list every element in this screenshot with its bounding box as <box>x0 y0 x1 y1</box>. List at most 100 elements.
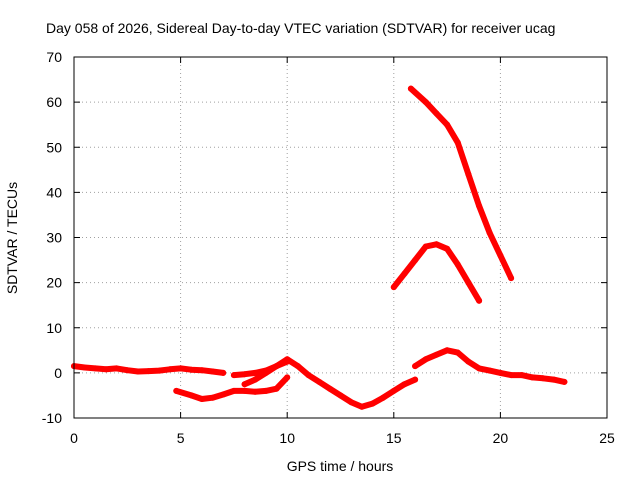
data-point <box>262 387 269 394</box>
data-point <box>422 356 429 363</box>
data-point <box>465 171 472 178</box>
data-point <box>113 365 120 372</box>
series-track-mid-7-15h <box>230 356 419 410</box>
y-tick-label: -10 <box>42 410 62 426</box>
x-tick-label: 20 <box>493 430 509 446</box>
y-tick-label: 40 <box>46 184 62 200</box>
data-point <box>508 275 515 282</box>
data-point <box>166 366 173 373</box>
data-point <box>145 368 152 375</box>
data-point <box>486 230 493 236</box>
data-point <box>380 394 387 401</box>
data-point <box>390 387 397 394</box>
x-tick-label: 0 <box>70 430 78 446</box>
data-point <box>444 245 451 252</box>
data-point <box>444 121 451 128</box>
data-point <box>124 367 131 374</box>
y-tick-label: 20 <box>46 275 62 291</box>
data-point <box>284 358 291 365</box>
y-axis-title: SDTVAR / TECUs <box>4 182 20 294</box>
data-point <box>454 261 461 268</box>
data-point <box>407 85 414 92</box>
data-point <box>241 381 248 388</box>
data-point <box>412 376 419 383</box>
data-point <box>369 400 376 407</box>
data-point <box>497 252 504 259</box>
y-tick-label: 50 <box>46 139 62 155</box>
data-point <box>294 363 301 370</box>
y-tick-label: 10 <box>46 320 62 336</box>
data-point <box>561 378 568 385</box>
data-point <box>454 139 461 146</box>
data-point <box>497 369 504 376</box>
data-point <box>252 388 259 395</box>
data-point <box>412 363 419 370</box>
series-track-steep-16-20h <box>407 85 515 282</box>
data-point <box>316 378 323 385</box>
data-point <box>198 367 205 374</box>
x-tick-label: 15 <box>386 430 402 446</box>
data-point <box>433 241 440 248</box>
data-point <box>476 365 483 372</box>
data-point <box>465 279 472 286</box>
data-point <box>358 403 365 410</box>
data-point <box>422 243 429 250</box>
y-tick-label: 0 <box>54 365 62 381</box>
data-point <box>401 270 408 277</box>
y-tick-label: 70 <box>46 49 62 65</box>
series-group <box>71 85 568 410</box>
data-point <box>476 297 483 304</box>
data-point <box>518 372 525 379</box>
y-tick-label: 30 <box>46 230 62 246</box>
data-point <box>209 394 216 401</box>
plot-frame <box>73 56 608 419</box>
data-point <box>188 392 195 399</box>
data-point <box>508 372 515 379</box>
data-point <box>337 392 344 399</box>
data-point <box>540 375 546 382</box>
data-point <box>198 396 205 402</box>
data-point <box>103 366 109 373</box>
data-point <box>401 381 408 388</box>
data-point <box>173 387 180 394</box>
data-point <box>252 369 259 376</box>
data-point <box>422 99 429 106</box>
data-point <box>188 366 195 373</box>
data-point <box>92 365 99 372</box>
data-point <box>465 358 472 365</box>
x-tick-label: 25 <box>599 430 615 446</box>
data-point <box>412 257 419 264</box>
x-tick-label: 10 <box>279 430 295 446</box>
data-point <box>273 385 280 392</box>
data-point <box>241 371 248 378</box>
data-point <box>454 349 461 356</box>
data-point <box>550 376 557 383</box>
data-point <box>230 387 237 394</box>
data-point <box>252 376 259 383</box>
data-point <box>156 367 163 374</box>
data-point <box>326 385 333 392</box>
data-point <box>529 374 536 381</box>
data-point <box>348 399 355 406</box>
data-point <box>273 363 280 370</box>
data-point <box>209 368 216 375</box>
data-point <box>390 284 397 291</box>
ticks: 0 5 10 15 20 25 -10 0 10 20 30 40 50 60 70 <box>42 49 615 446</box>
data-point <box>486 367 493 374</box>
data-point <box>220 391 227 398</box>
data-point <box>177 365 184 372</box>
data-point <box>135 368 141 375</box>
data-point <box>476 202 483 209</box>
x-axis-title: GPS time / hours <box>287 458 394 474</box>
data-point <box>241 387 248 394</box>
data-point <box>284 374 291 381</box>
x-tick-label: 5 <box>177 430 185 446</box>
data-point <box>230 372 237 379</box>
data-point <box>444 347 451 354</box>
data-point <box>262 369 269 376</box>
data-point <box>81 364 88 371</box>
data-point <box>305 372 312 379</box>
grid <box>74 57 607 418</box>
